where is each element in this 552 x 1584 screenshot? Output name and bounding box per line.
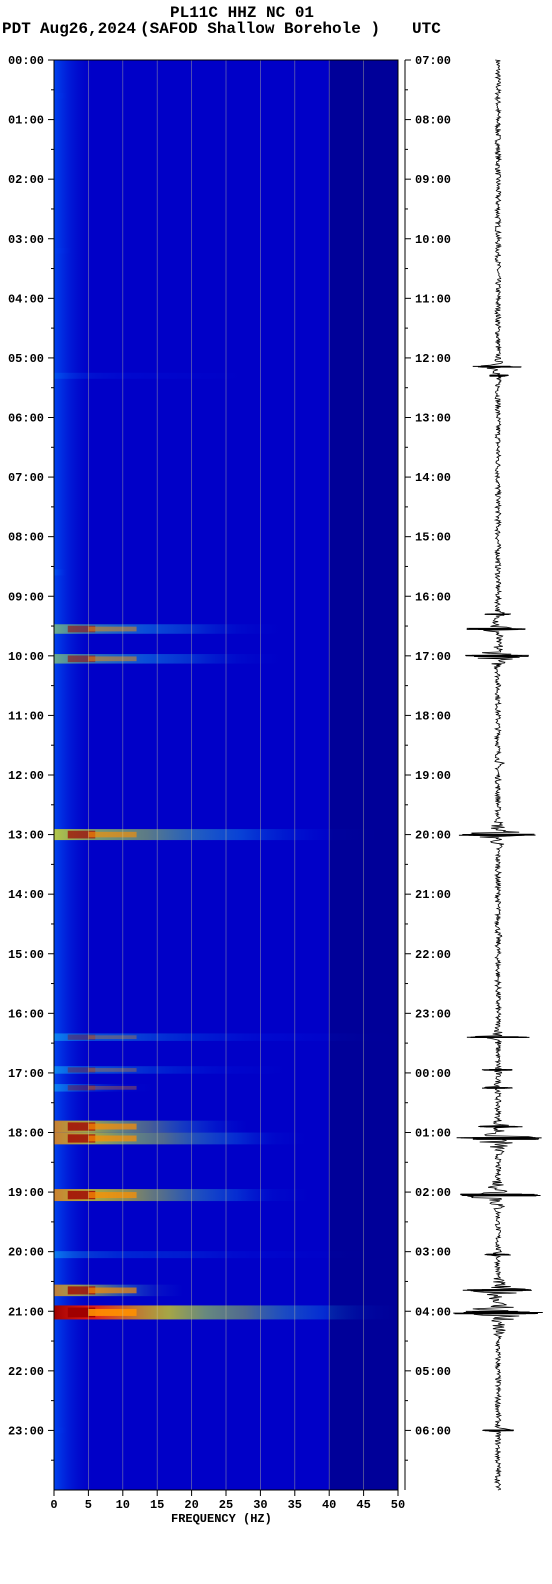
pdt-tick: 00:00	[8, 54, 44, 68]
x-tick: 10	[116, 1498, 130, 1512]
utc-tick: 06:00	[415, 1424, 451, 1438]
pdt-tick: 19:00	[8, 1186, 44, 1200]
pdt-tick: 01:00	[8, 114, 44, 128]
utc-tick: 15:00	[415, 531, 451, 545]
pdt-tick: 09:00	[8, 590, 44, 604]
utc-tick: 01:00	[415, 1127, 451, 1141]
pdt-tick: 12:00	[8, 769, 44, 783]
pdt-tick: 20:00	[8, 1246, 44, 1260]
pdt-tick: 04:00	[8, 292, 44, 306]
utc-tick: 00:00	[415, 1067, 451, 1081]
utc-tick: 18:00	[415, 709, 451, 723]
utc-tick: 10:00	[415, 233, 451, 247]
waveform-trace	[466, 60, 533, 1490]
x-tick: 50	[391, 1498, 405, 1512]
pdt-tick: 17:00	[8, 1067, 44, 1081]
utc-tick: 23:00	[415, 1007, 451, 1021]
pdt-tick: 06:00	[8, 412, 44, 426]
utc-tick: 02:00	[415, 1186, 451, 1200]
utc-tick: 22:00	[415, 948, 451, 962]
pdt-tick: 21:00	[8, 1305, 44, 1319]
pdt-tick: 02:00	[8, 173, 44, 187]
utc-tick: 19:00	[415, 769, 451, 783]
utc-tick: 11:00	[415, 292, 451, 306]
x-axis-label: FREQUENCY (HZ)	[171, 1512, 272, 1526]
utc-tick: 21:00	[415, 888, 451, 902]
utc-tick: 12:00	[415, 352, 451, 366]
utc-tick: 20:00	[415, 829, 451, 843]
pdt-tick: 15:00	[8, 948, 44, 962]
pdt-tick: 03:00	[8, 233, 44, 247]
x-tick: 20	[184, 1498, 198, 1512]
pdt-tick: 11:00	[8, 709, 44, 723]
pdt-tick: 07:00	[8, 471, 44, 485]
pdt-tick: 14:00	[8, 888, 44, 902]
utc-tick: 07:00	[415, 54, 451, 68]
pdt-tick: 18:00	[8, 1127, 44, 1141]
pdt-tick: 08:00	[8, 531, 44, 545]
x-tick: 5	[85, 1498, 92, 1512]
utc-tick: 05:00	[415, 1365, 451, 1379]
utc-tick: 04:00	[415, 1305, 451, 1319]
x-tick: 0	[50, 1498, 57, 1512]
pdt-tick: 05:00	[8, 352, 44, 366]
x-tick: 15	[150, 1498, 164, 1512]
x-tick: 30	[253, 1498, 267, 1512]
x-tick: 25	[219, 1498, 233, 1512]
utc-tick: 03:00	[415, 1246, 451, 1260]
utc-tick: 16:00	[415, 590, 451, 604]
pdt-tick: 22:00	[8, 1365, 44, 1379]
pdt-tick: 10:00	[8, 650, 44, 664]
utc-tick: 14:00	[415, 471, 451, 485]
spectrogram-chart: 00:00 01:00 02:00 03:00 04:00 05:00 06:00 07:00…	[0, 0, 552, 1584]
pdt-tick: 23:00	[8, 1424, 44, 1438]
utc-tick: 09:00	[415, 173, 451, 187]
utc-tick: 08:00	[415, 114, 451, 128]
pdt-tick: 16:00	[8, 1007, 44, 1021]
pdt-tick: 13:00	[8, 829, 44, 843]
x-tick: 45	[356, 1498, 370, 1512]
x-tick: 35	[288, 1498, 302, 1512]
utc-tick: 13:00	[415, 412, 451, 426]
utc-tick: 17:00	[415, 650, 451, 664]
x-tick: 40	[322, 1498, 336, 1512]
